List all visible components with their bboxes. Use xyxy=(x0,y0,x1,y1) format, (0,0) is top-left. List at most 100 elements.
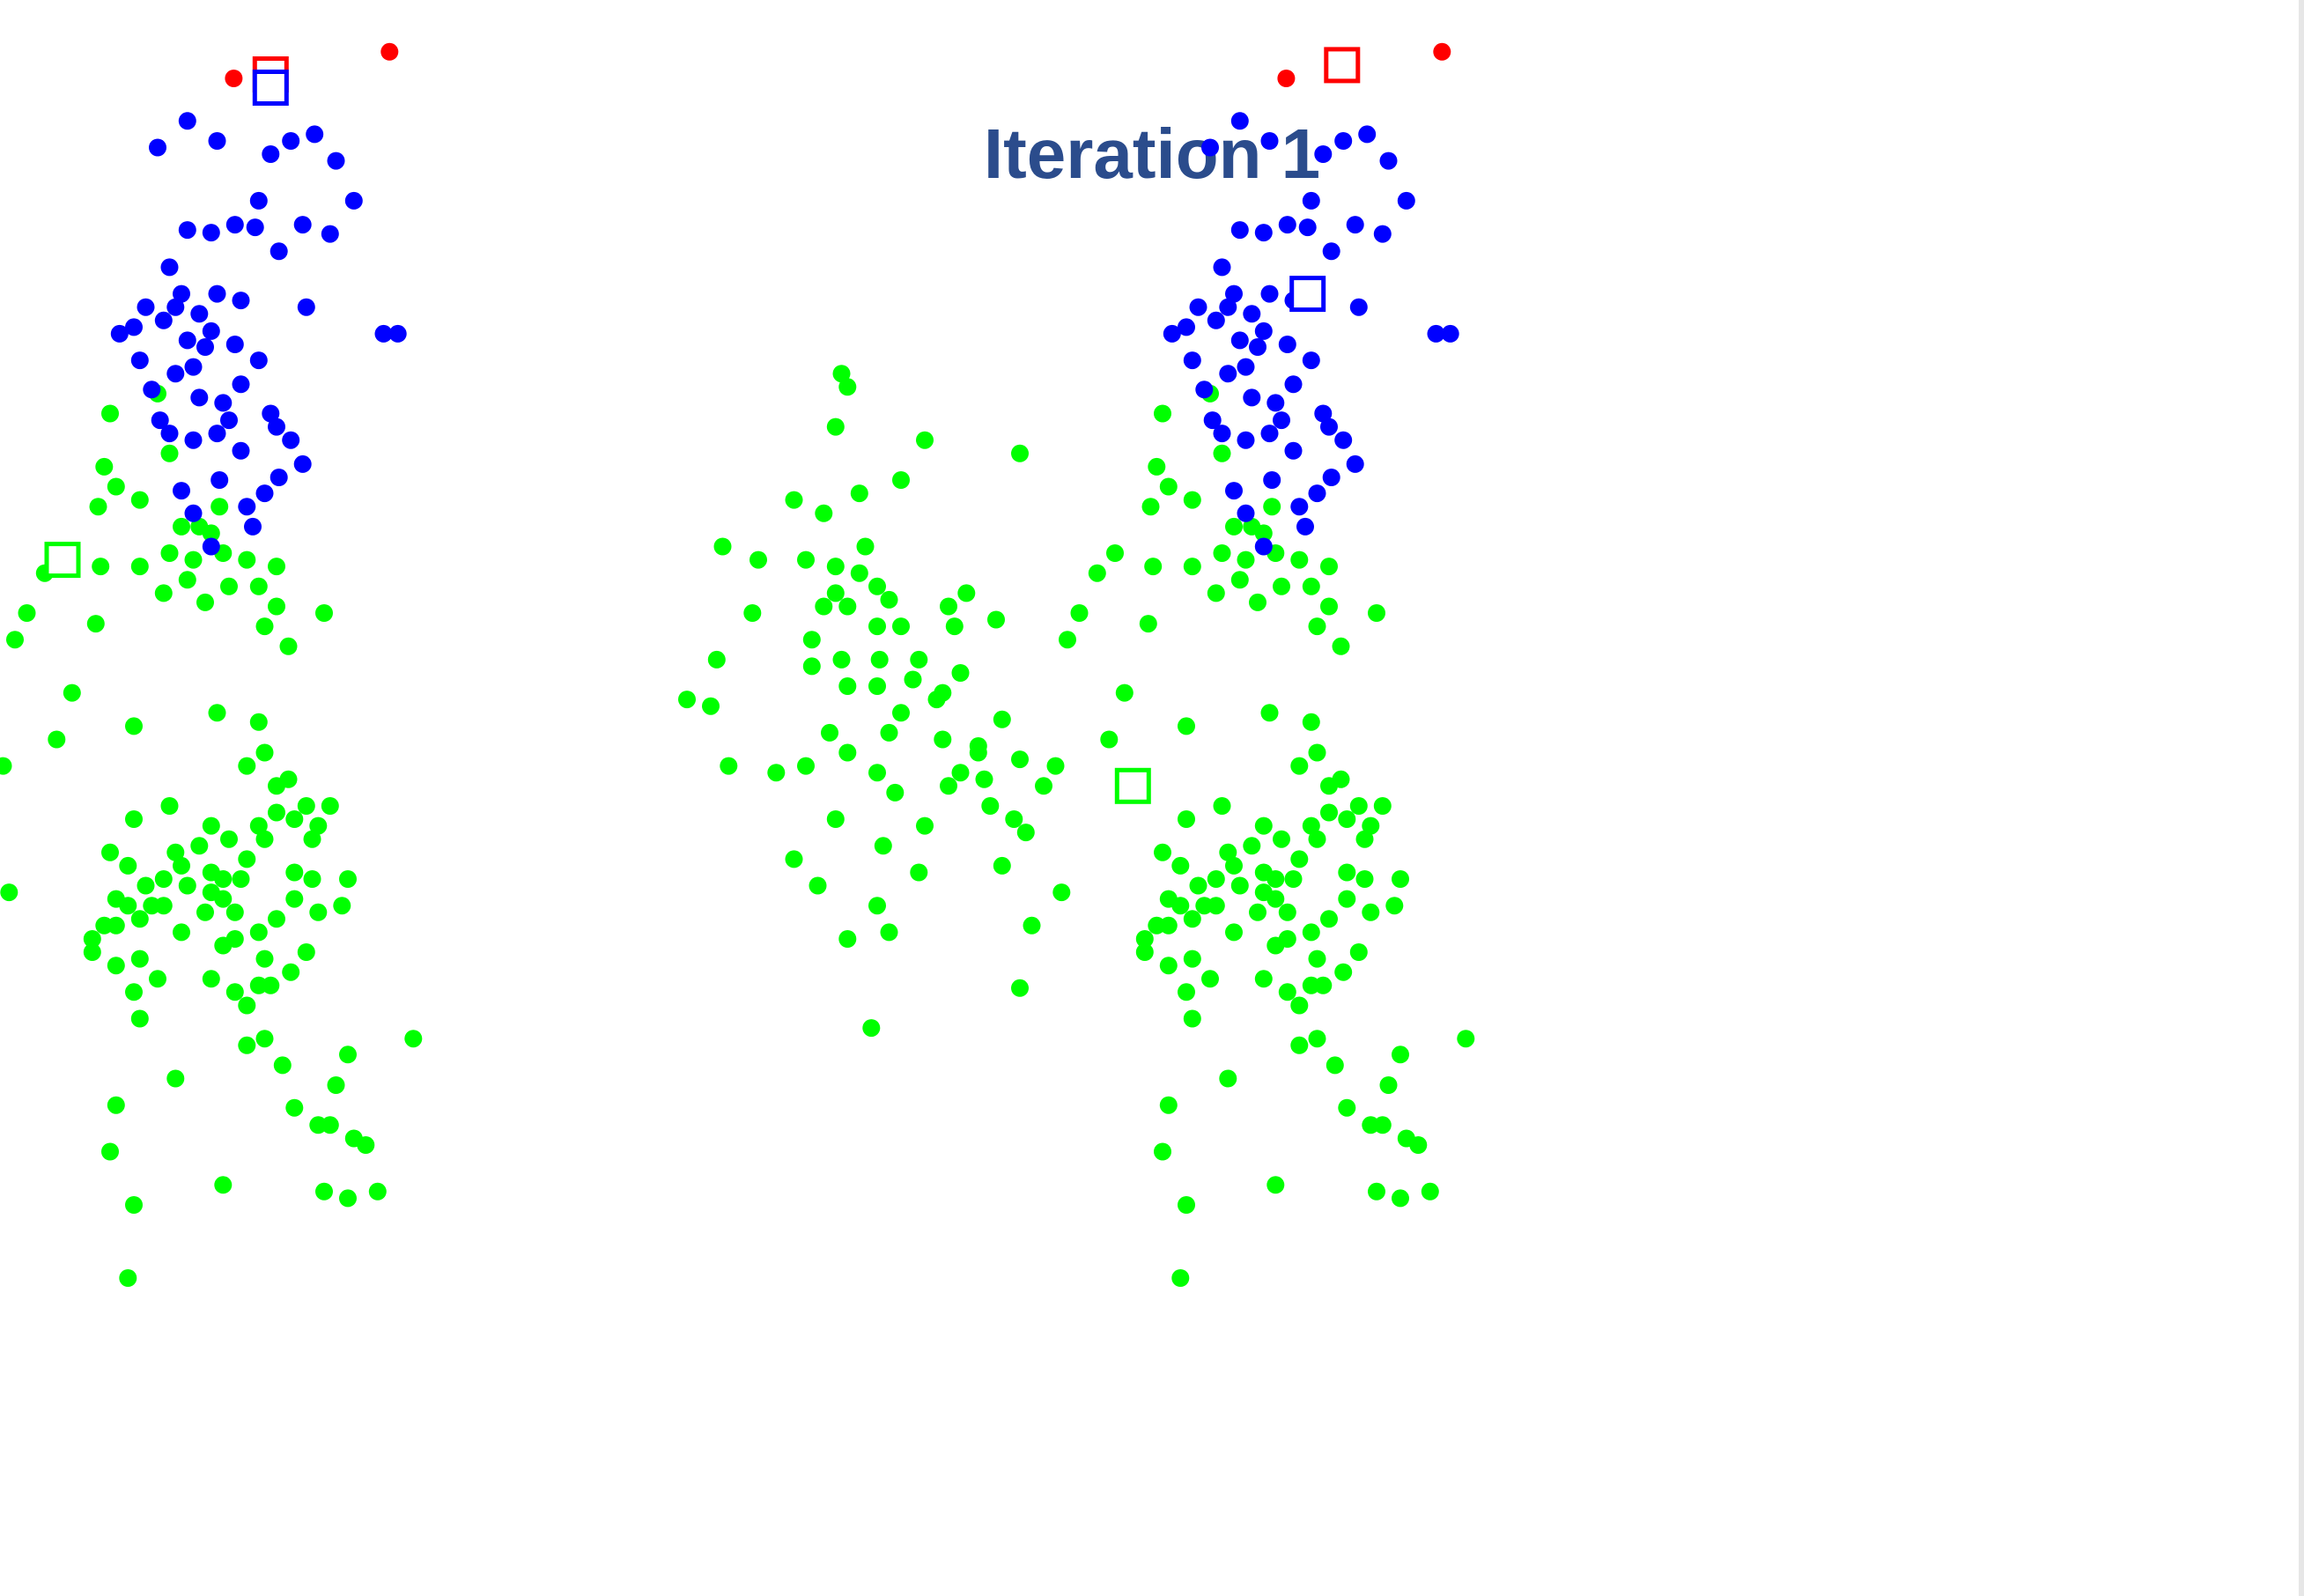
point-green xyxy=(285,890,304,908)
point-blue xyxy=(178,331,196,350)
point-green xyxy=(238,850,256,868)
point-red xyxy=(225,70,243,87)
point-green xyxy=(83,943,101,961)
point-green xyxy=(285,1098,304,1117)
point-blue xyxy=(1302,191,1320,210)
point-blue xyxy=(1189,298,1207,316)
point-blue xyxy=(1308,484,1326,503)
point-green xyxy=(255,1030,274,1048)
point-green xyxy=(1207,870,1225,888)
point-green xyxy=(238,757,256,775)
point-green xyxy=(202,816,220,835)
point-green xyxy=(220,577,238,595)
point-green xyxy=(339,1189,357,1208)
point-green xyxy=(154,870,173,888)
point-blue xyxy=(1195,381,1214,399)
point-green xyxy=(1106,544,1124,562)
point-blue xyxy=(246,218,264,237)
point-blue xyxy=(1278,336,1296,353)
point-green xyxy=(1219,843,1237,861)
point-blue xyxy=(190,305,209,323)
point-green xyxy=(89,498,107,516)
point-green xyxy=(1326,1056,1344,1075)
point-red xyxy=(1277,70,1296,87)
point-green xyxy=(743,604,762,622)
point-green xyxy=(838,743,857,762)
point-blue xyxy=(282,132,300,150)
point-blue xyxy=(262,145,280,163)
point-green xyxy=(1338,863,1356,882)
point-green xyxy=(815,597,833,616)
point-green xyxy=(137,876,155,895)
point-blue xyxy=(1314,404,1333,423)
point-blue xyxy=(1183,351,1201,370)
point-green xyxy=(1088,564,1106,582)
point-blue xyxy=(262,404,280,423)
point-green xyxy=(802,631,821,649)
point-green xyxy=(149,970,166,988)
point-green xyxy=(130,1009,149,1028)
point-green xyxy=(1178,810,1195,828)
point-green xyxy=(130,910,149,928)
point-blue xyxy=(125,318,143,336)
point-green xyxy=(981,797,1000,815)
point-green xyxy=(1183,910,1201,928)
point-green xyxy=(874,837,892,855)
point-blue xyxy=(297,298,315,316)
point-green xyxy=(809,876,827,895)
point-blue xyxy=(1249,338,1266,356)
point-green xyxy=(880,923,898,942)
point-green xyxy=(951,664,970,682)
point-blue xyxy=(232,292,250,310)
point-green xyxy=(1457,1030,1475,1048)
point-green xyxy=(1254,970,1273,988)
point-green xyxy=(225,903,244,921)
point-green xyxy=(785,850,803,868)
point-green xyxy=(1308,949,1326,968)
point-green xyxy=(862,1019,881,1038)
scatter-panel-left xyxy=(0,42,423,1287)
point-green xyxy=(1409,1136,1428,1154)
point-blue xyxy=(1230,221,1249,240)
point-green xyxy=(249,816,268,835)
point-green xyxy=(1392,870,1409,888)
point-green xyxy=(1139,615,1157,633)
point-green xyxy=(273,1056,292,1075)
point-green xyxy=(1302,577,1320,595)
point-blue xyxy=(143,381,161,399)
point-blue xyxy=(208,132,226,150)
point-blue xyxy=(149,138,166,157)
point-green xyxy=(154,584,173,602)
point-green xyxy=(821,723,838,742)
point-green xyxy=(119,1269,137,1287)
point-blue xyxy=(1322,469,1340,486)
point-green xyxy=(1070,604,1089,622)
point-green xyxy=(1059,631,1076,649)
point-green xyxy=(1314,976,1333,994)
point-blue xyxy=(1260,132,1279,150)
point-green xyxy=(249,577,268,595)
point-green xyxy=(339,1046,357,1064)
point-green xyxy=(107,957,125,975)
point-green xyxy=(1141,498,1160,516)
point-green xyxy=(1392,1046,1409,1064)
point-blue xyxy=(184,504,203,522)
point-green xyxy=(1249,903,1266,921)
point-green xyxy=(101,404,119,423)
point-green xyxy=(86,615,105,633)
point-green xyxy=(285,810,304,828)
point-blue xyxy=(1237,431,1255,449)
point-blue xyxy=(1163,324,1181,343)
point-green xyxy=(196,593,214,611)
point-green xyxy=(1189,876,1207,895)
point-green xyxy=(1284,870,1303,888)
point-green xyxy=(892,704,910,722)
point-green xyxy=(1355,870,1374,888)
point-green xyxy=(1290,757,1309,775)
point-green xyxy=(333,897,351,915)
point-green xyxy=(1230,876,1249,895)
point-green xyxy=(1225,923,1243,942)
point-green xyxy=(321,1116,339,1134)
point-green xyxy=(750,550,767,569)
point-blue xyxy=(166,365,185,383)
